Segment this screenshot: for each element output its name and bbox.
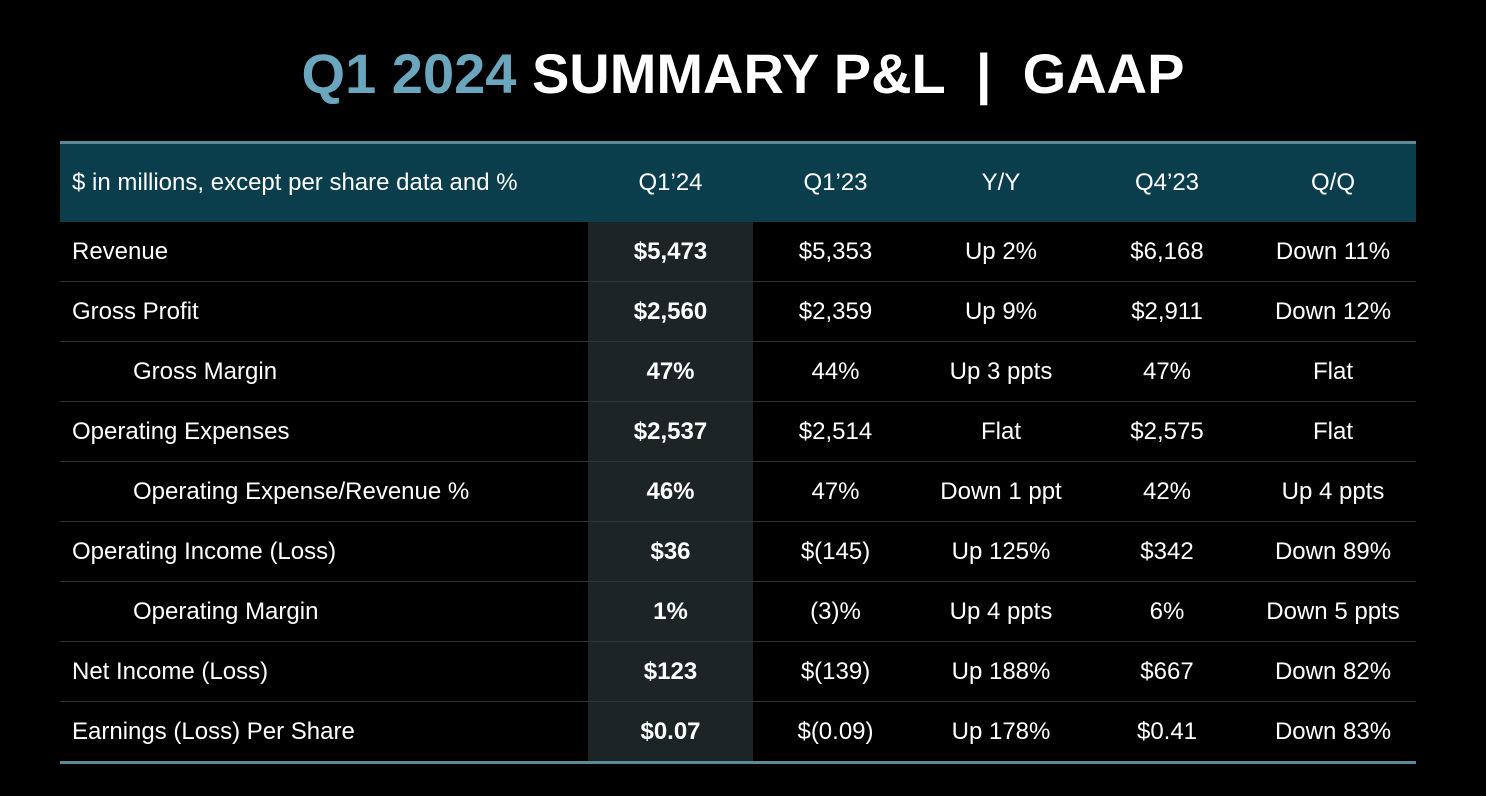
header-q4-23: Q4’23 bbox=[1134, 169, 1200, 196]
cell-opex-revenue-pct-q1-24: 46% bbox=[588, 461, 753, 522]
cell-operating-expenses-yoy: Flat bbox=[918, 401, 1084, 462]
cell-operating-income-q1-23: $(145) bbox=[753, 521, 918, 582]
cell-eps-q1-24: $0.07 bbox=[588, 701, 753, 764]
header-q1-23: Q1’23 bbox=[803, 169, 868, 196]
cell-gross-margin-qoq: Flat bbox=[1250, 341, 1416, 402]
header-row: $ in millions, except per share data and… bbox=[60, 142, 1416, 222]
cell-operating-margin-q1-24: 1% bbox=[588, 581, 753, 642]
pl-table-container: $ in millions, except per share data and… bbox=[60, 141, 1416, 764]
header-q1-24: Q1’24 bbox=[638, 169, 703, 196]
cell-revenue-q1-24: $5,473 bbox=[588, 222, 753, 282]
table-row: Operating Margin 1% (3)% Up 4 ppts 6% Down 5 … bbox=[60, 581, 1416, 642]
cell-net-income-q4-23: $667 bbox=[1084, 641, 1250, 702]
cell-net-income-yoy: Up 188% bbox=[918, 641, 1084, 702]
row-label-net-income: Net Income (Loss) bbox=[60, 641, 588, 702]
cell-opex-revenue-pct-qoq: Up 4 ppts bbox=[1250, 461, 1416, 522]
title-period: Q1 2024 bbox=[301, 42, 517, 105]
cell-operating-margin-q1-23: (3)% bbox=[753, 581, 918, 642]
cell-gross-margin-q1-24: 47% bbox=[588, 341, 753, 402]
table-row: Gross Profit $2,560 $2,359 Up 9% $2,911 Down … bbox=[60, 281, 1416, 342]
row-label-opex-revenue-pct: Operating Expense/Revenue % bbox=[60, 461, 588, 522]
cell-net-income-q1-24: $123 bbox=[588, 641, 753, 702]
table-row: Operating Income (Loss) $36 $(145) Up 125% $… bbox=[60, 521, 1416, 582]
cell-eps-q4-23: $0.41 bbox=[1084, 701, 1250, 764]
cell-revenue-q1-23: $5,353 bbox=[753, 222, 918, 282]
cell-gross-margin-yoy: Up 3 ppts bbox=[918, 341, 1084, 402]
header-yoy: Y/Y bbox=[981, 169, 1021, 196]
cell-gross-profit-yoy: Up 9% bbox=[918, 281, 1084, 342]
table-row: Gross Margin 47% 44% Up 3 ppts 47% Flat bbox=[60, 341, 1416, 402]
row-label-revenue: Revenue bbox=[60, 222, 588, 282]
cell-operating-margin-q4-23: 6% bbox=[1084, 581, 1250, 642]
table-header: $ in millions, except per share data and… bbox=[60, 142, 1416, 222]
cell-net-income-qoq: Down 82% bbox=[1250, 641, 1416, 702]
row-label-gross-margin: Gross Margin bbox=[60, 341, 588, 402]
summary-pl-table: $ in millions, except per share data and… bbox=[60, 141, 1416, 764]
cell-gross-profit-q1-23: $2,359 bbox=[753, 281, 918, 342]
cell-eps-yoy: Up 178% bbox=[918, 701, 1084, 764]
cell-operating-expenses-q4-23: $2,575 bbox=[1084, 401, 1250, 462]
cell-opex-revenue-pct-yoy: Down 1 ppt bbox=[918, 461, 1084, 522]
cell-operating-expenses-qoq: Flat bbox=[1250, 401, 1416, 462]
cell-revenue-q4-23: $6,168 bbox=[1084, 222, 1250, 282]
row-label-eps: Earnings (Loss) Per Share bbox=[60, 701, 588, 764]
table-row: Operating Expenses $2,537 $2,514 Flat $2,575… bbox=[60, 401, 1416, 462]
row-label-gross-profit: Gross Profit bbox=[60, 281, 588, 342]
cell-gross-margin-q4-23: 47% bbox=[1084, 341, 1250, 402]
table-row: Net Income (Loss) $123 $(139) Up 188% $667 Do… bbox=[60, 641, 1416, 702]
row-label-operating-margin: Operating Margin bbox=[60, 581, 588, 642]
cell-net-income-q1-23: $(139) bbox=[753, 641, 918, 702]
cell-operating-income-yoy: Up 125% bbox=[918, 521, 1084, 582]
cell-operating-margin-yoy: Up 4 ppts bbox=[918, 581, 1084, 642]
cell-operating-expenses-q1-24: $2,537 bbox=[588, 401, 753, 462]
table-row: Revenue $5,473 $5,353 Up 2% $6,168 Down 11% bbox=[60, 222, 1416, 282]
title-text: SUMMARY P&L | GAAP bbox=[531, 42, 1185, 105]
cell-operating-margin-qoq: Down 5 ppts bbox=[1250, 581, 1416, 642]
table-row: Operating Expense/Revenue % 46% 47% Down 1 … bbox=[60, 461, 1416, 522]
cell-gross-margin-q1-23: 44% bbox=[753, 341, 918, 402]
cell-operating-expenses-q1-23: $2,514 bbox=[753, 401, 918, 462]
cell-revenue-yoy: Up 2% bbox=[918, 222, 1084, 282]
table-body: Revenue $5,473 $5,353 Up 2% $6,168 Down 11% Gr… bbox=[60, 222, 1416, 764]
cell-opex-revenue-pct-q4-23: 42% bbox=[1084, 461, 1250, 522]
cell-gross-profit-q4-23: $2,911 bbox=[1084, 281, 1250, 342]
cell-operating-income-q4-23: $342 bbox=[1084, 521, 1250, 582]
cell-opex-revenue-pct-q1-23: 47% bbox=[753, 461, 918, 522]
cell-gross-profit-q1-24: $2,560 bbox=[588, 281, 753, 342]
cell-gross-profit-qoq: Down 12% bbox=[1250, 281, 1416, 342]
cell-eps-qoq: Down 83% bbox=[1250, 701, 1416, 764]
cell-revenue-qoq: Down 11% bbox=[1250, 222, 1416, 282]
cell-eps-q1-23: $(0.09) bbox=[753, 701, 918, 764]
cell-operating-income-q1-24: $36 bbox=[588, 521, 753, 582]
row-label-operating-expenses: Operating Expenses bbox=[60, 401, 588, 462]
header-qoq: Q/Q bbox=[1310, 169, 1355, 196]
cell-operating-income-qoq: Down 89% bbox=[1250, 521, 1416, 582]
table-row: Earnings (Loss) Per Share $0.07 $(0.09) Up … bbox=[60, 701, 1416, 764]
row-label-operating-income: Operating Income (Loss) bbox=[60, 521, 588, 582]
page-title: Q1 2024 SUMMARY P&L | GAAP bbox=[0, 36, 1486, 112]
header-metric: $ in millions, except per share data and… bbox=[72, 169, 518, 196]
